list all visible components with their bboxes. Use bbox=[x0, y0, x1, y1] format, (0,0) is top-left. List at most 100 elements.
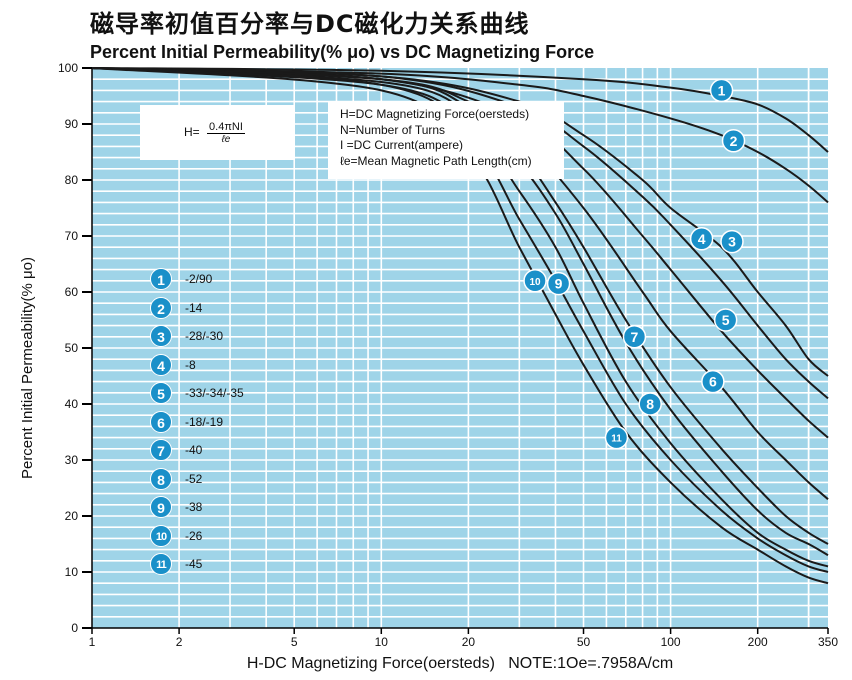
material-number-badge: 7 bbox=[150, 439, 172, 461]
y-tick-label: 60 bbox=[65, 285, 79, 299]
definition-i: I =DC Current(ampere) bbox=[340, 138, 464, 152]
material-label: -52 bbox=[185, 471, 203, 486]
curve-badge-circle bbox=[638, 392, 662, 416]
curve-badge-circle bbox=[546, 271, 571, 296]
material-label: -33/-34/-35 bbox=[185, 386, 244, 400]
material-item: 2 -14 bbox=[150, 296, 203, 319]
y-tick-label: 0 bbox=[71, 621, 78, 635]
curve-badge-6: 6 bbox=[701, 369, 725, 394]
y-tick-label: 80 bbox=[65, 173, 79, 187]
formula-fraction: 0.4πNI ℓe bbox=[207, 121, 245, 145]
curve-badge-circle bbox=[622, 325, 647, 349]
curve-badge-9: 9 bbox=[546, 271, 571, 296]
formula-lhs: H= bbox=[184, 125, 200, 140]
curve-badge-label: 2 bbox=[730, 133, 738, 149]
material-label: -8 bbox=[185, 357, 196, 372]
x-tick-label: 5 bbox=[291, 635, 298, 649]
material-label: -18/-19 bbox=[185, 414, 224, 429]
definition-n: N=Number of Turns bbox=[340, 122, 446, 137]
material-item: 4 -8 bbox=[150, 353, 196, 376]
material-item: 1 -2/90 bbox=[150, 268, 212, 290]
curve-badge-circle bbox=[720, 229, 744, 254]
material-item: 3 -28/-30 bbox=[150, 325, 223, 347]
curve-badge-label: 6 bbox=[709, 374, 717, 390]
curve-badge-2: 2 bbox=[721, 129, 746, 153]
curve-badge-circle bbox=[713, 308, 738, 332]
material-number-badge: 8 bbox=[150, 467, 172, 490]
x-tick-label: 50 bbox=[577, 635, 591, 649]
curve-badge-8: 8 bbox=[638, 392, 662, 416]
material-label: -45 bbox=[185, 557, 203, 571]
x-axis-title: H-DC Magnetizing Force(oersteds) NOTE:1O… bbox=[247, 655, 673, 672]
material-label: -2/90 bbox=[185, 272, 213, 286]
x-tick-label: 20 bbox=[462, 635, 476, 649]
material-item: 9 -38 bbox=[150, 496, 202, 518]
material-number-badge: 2 bbox=[150, 296, 172, 319]
curve-badge-circle bbox=[709, 78, 734, 103]
x-tick-label: 200 bbox=[748, 635, 768, 649]
definition-le: ℓe=Mean Magnetic Path Length(cm) bbox=[340, 153, 532, 168]
curve-badge-circle bbox=[523, 269, 547, 293]
material-item: 8 -52 bbox=[150, 467, 203, 490]
curve-badge-circle bbox=[701, 369, 725, 394]
y-tick-label: 100 bbox=[58, 61, 78, 75]
material-number-badge: 1 bbox=[150, 268, 172, 290]
curve-badge-10: 10 bbox=[523, 269, 547, 293]
curve-badge-1: 1 bbox=[709, 78, 734, 103]
curve-material-4 bbox=[91, 67, 829, 400]
material-number-badge: 5 bbox=[150, 382, 172, 404]
material-item: 7 -40 bbox=[150, 439, 202, 461]
curve-badge-circle bbox=[721, 129, 746, 153]
y-tick-label: 70 bbox=[65, 229, 79, 243]
curve-material-8 bbox=[91, 67, 829, 557]
chart-title-chinese: 磁导率初值百分率与DC磁化力关系曲线 bbox=[90, 10, 530, 38]
y-tick-label: 90 bbox=[65, 117, 79, 131]
y-axis-title: Percent Initial Permeability(% μo) bbox=[19, 257, 36, 479]
x-tick-label: 1 bbox=[89, 635, 96, 649]
curve-badge-circle bbox=[604, 425, 629, 450]
curve-badge-label: 5 bbox=[722, 312, 730, 328]
x-tick-label: 350 bbox=[818, 635, 838, 649]
formula: H= 0.4πNI ℓe bbox=[184, 121, 245, 145]
material-number-badge: 9 bbox=[150, 496, 172, 518]
curve-badge-label: 1 bbox=[718, 82, 726, 98]
material-number-badge: 10 bbox=[150, 524, 172, 547]
curve-badge-label: 7 bbox=[631, 329, 639, 345]
material-number-badge: 6 bbox=[150, 410, 172, 433]
material-item: 10 -26 bbox=[150, 524, 203, 547]
x-tick-label: 100 bbox=[661, 635, 681, 649]
curve-badge-label: 4 bbox=[698, 231, 706, 247]
curve-badge-label: 3 bbox=[728, 234, 736, 250]
material-number-badge: 11 bbox=[150, 553, 172, 575]
y-tick-label: 20 bbox=[65, 509, 79, 523]
y-tick-label: 10 bbox=[65, 565, 79, 579]
material-label: -26 bbox=[185, 528, 203, 543]
curve-material-7 bbox=[91, 67, 829, 545]
y-tick-label: 40 bbox=[65, 397, 79, 411]
curve-material-11 bbox=[91, 67, 829, 585]
x-tick-label: 10 bbox=[375, 635, 389, 649]
curve-material-1 bbox=[91, 67, 829, 153]
material-label: -40 bbox=[185, 443, 203, 457]
formula-box: H= 0.4πNI ℓe bbox=[140, 105, 295, 160]
curve-badge-label: 9 bbox=[555, 276, 563, 292]
curve-badge-5: 5 bbox=[713, 308, 738, 332]
material-item: 5 -33/-34/-35 bbox=[150, 382, 244, 404]
formula-denominator: ℓe bbox=[221, 134, 231, 145]
curve-badge-3: 3 bbox=[720, 229, 744, 254]
curve-badge-7: 7 bbox=[622, 325, 647, 349]
curve-badge-4: 4 bbox=[689, 227, 714, 251]
curve-badge-circle bbox=[689, 227, 714, 251]
material-label: -28/-30 bbox=[185, 329, 224, 343]
chart-title-english: Percent Initial Permeability(% μo) vs DC… bbox=[90, 42, 595, 62]
curves bbox=[91, 67, 829, 585]
x-tick-label: 2 bbox=[176, 635, 183, 649]
curve-material-2 bbox=[91, 67, 829, 204]
material-number-badge: 4 bbox=[150, 353, 172, 376]
definition-h: H=DC Magnetizing Force(oersteds) bbox=[340, 107, 530, 121]
material-label: -14 bbox=[185, 300, 203, 315]
definitions-box: H=DC Magnetizing Force(oersteds) N=Numbe… bbox=[328, 101, 564, 179]
curve-badge-label: 11 bbox=[611, 434, 622, 445]
material-item: 6 -18/-19 bbox=[150, 410, 224, 433]
